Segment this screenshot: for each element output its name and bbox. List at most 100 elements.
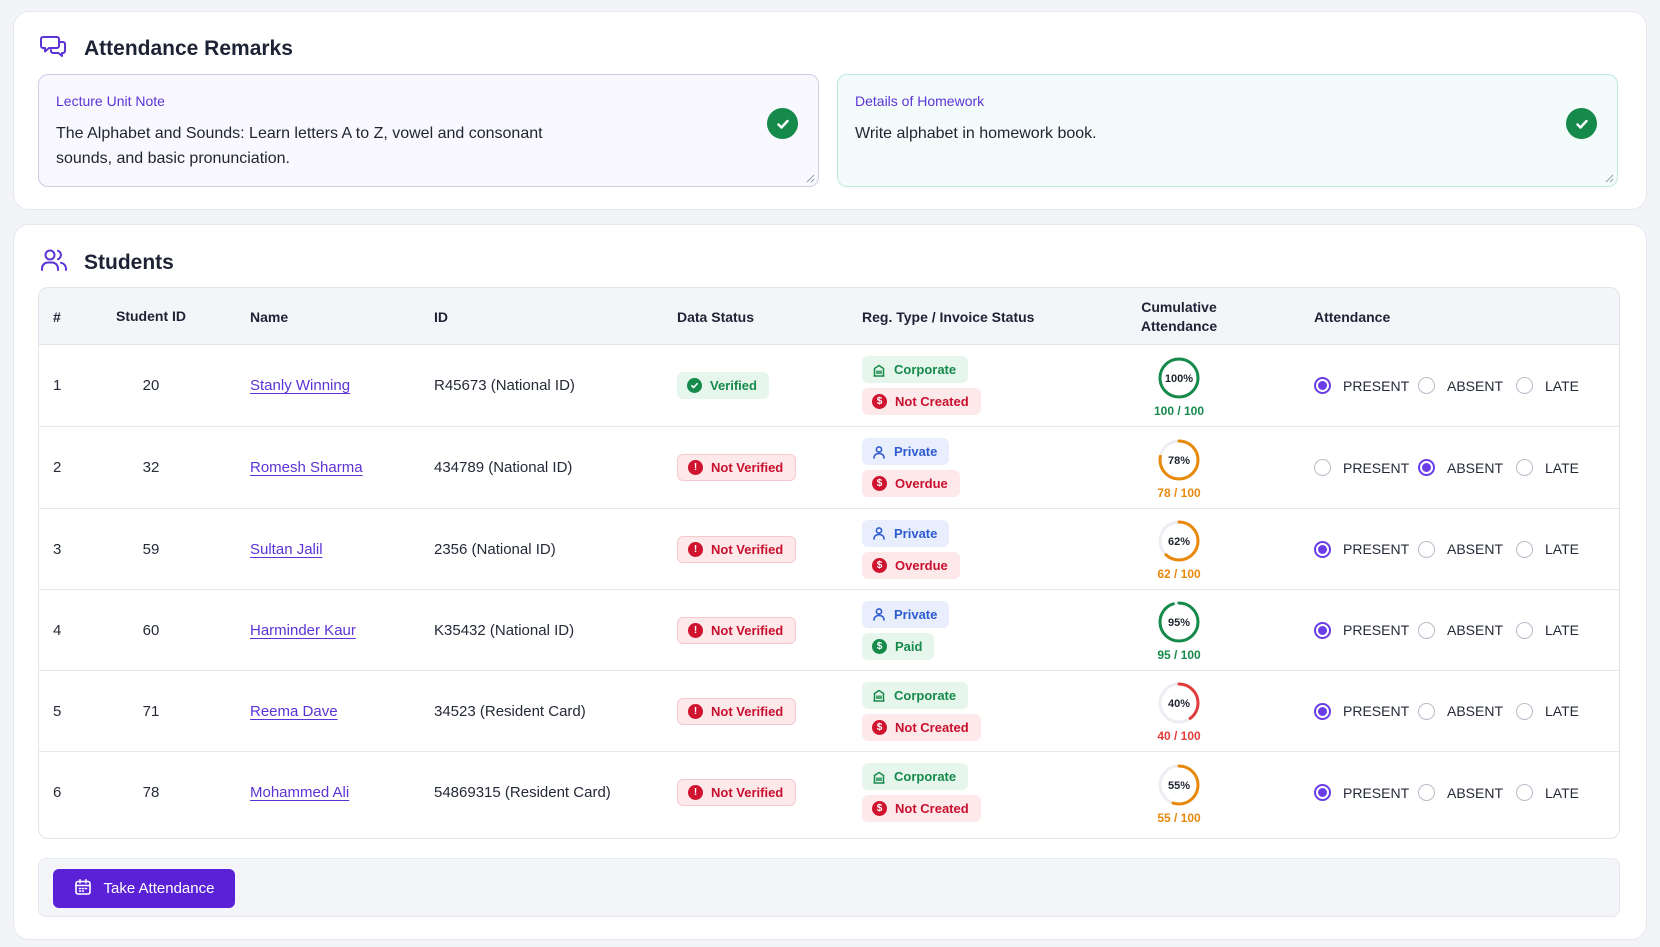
radio-circle-icon[interactable] [1516,621,1533,639]
row-number: 4 [53,621,62,639]
invoice-status-label: Not Created [895,801,969,816]
attendance-radio-present[interactable]: PRESENT [1314,702,1410,720]
attendance-percent: 95% [1168,617,1190,629]
cumulative-attendance-gauge: 95% 95 / 100 [1155,598,1203,662]
radio-circle-icon[interactable] [1418,621,1435,639]
invoice-status-badge: $ Overdue [862,470,960,497]
attendance-option-label: ABSENT [1447,459,1504,476]
chat-bubbles-icon [40,32,68,65]
students-card: Students # Student ID Name ID Data Statu… [13,224,1647,940]
radio-circle-icon[interactable] [1314,377,1331,394]
radio-circle-icon[interactable] [1314,702,1331,720]
resize-grip-icon[interactable] [805,173,815,183]
dollar-circle-icon: $ [872,394,887,409]
homework-details-label: Details of Homework [855,93,985,109]
attendance-radio-absent[interactable]: ABSENT [1418,702,1504,720]
radio-circle-icon[interactable] [1314,459,1331,476]
attendance-fraction: 55 / 100 [1157,810,1201,825]
attendance-option-label: PRESENT [1343,459,1410,476]
student-name-link[interactable]: Harminder Kaur [250,621,356,639]
radio-circle-icon[interactable] [1516,377,1533,394]
reg-type-label: Corporate [894,362,957,377]
radio-circle-icon[interactable] [1418,459,1435,476]
column-header-number: # [53,308,61,325]
invoice-status-badge: $ Not Created [862,388,981,415]
radio-circle-icon[interactable] [1418,377,1435,394]
national-id: 34523 (Resident Card) [434,702,586,720]
building-icon [872,770,886,784]
row-number: 6 [53,784,62,801]
student-name-link[interactable]: Sultan Jalil [250,540,323,558]
attendance-radio-absent[interactable]: ABSENT [1418,377,1503,394]
student-id: 59 [142,540,160,558]
alert-circle-icon: ! [688,622,703,638]
student-name-link[interactable]: Mohammed Ali [250,784,350,801]
students-table: # Student ID Name ID Data Status Reg. Ty… [38,287,1620,839]
lecture-note-text[interactable]: The Alphabet and Sounds: Learn letters A… [56,125,543,167]
students-header: Students [40,246,174,279]
attendance-radio-late[interactable]: LATE [1516,784,1579,801]
attendance-radio-late[interactable]: LATE [1516,702,1579,720]
attendance-percent: 78% [1168,455,1190,467]
cumulative-attendance-gauge: 55% 55 / 100 [1155,761,1203,825]
student-name-link[interactable]: Stanly Winning [250,377,351,394]
attendance-fraction: 95 / 100 [1157,648,1201,662]
table-row: 3 59 Sultan Jalil 2356 (National ID) ! N… [39,509,1619,590]
radio-circle-icon[interactable] [1314,540,1331,558]
alert-circle-icon: ! [688,785,703,800]
attendance-fraction: 40 / 100 [1157,729,1201,743]
lecture-note-field[interactable]: Lecture Unit Note The Alphabet and Sound… [38,74,819,187]
attendance-radio-absent[interactable]: ABSENT [1418,621,1503,639]
student-name-link[interactable]: Reema Dave [250,702,338,720]
attendance-radio-present[interactable]: PRESENT [1314,377,1409,394]
invoice-status-badge: $ Not Created [862,713,981,741]
data-status-badge: ! Not Verified [677,779,797,806]
national-id: 2356 (National ID) [434,540,556,558]
attendance-fraction: 78 / 100 [1157,485,1201,500]
attendance-radio-present[interactable]: PRESENT [1314,621,1409,639]
radio-circle-icon[interactable] [1516,784,1533,801]
radio-circle-icon[interactable] [1516,459,1533,476]
attendance-radio-absent[interactable]: ABSENT [1418,540,1503,558]
radio-circle-icon[interactable] [1516,540,1533,558]
column-header-reg-type: Reg. Type / Invoice Status [862,308,1035,325]
homework-details-field[interactable]: Details of Homework Write alphabet in ho… [837,74,1618,187]
attendance-radio-late[interactable]: LATE [1516,621,1579,639]
radio-circle-icon[interactable] [1314,621,1331,639]
attendance-radio-absent[interactable]: ABSENT [1418,784,1503,801]
student-id: 71 [142,702,160,720]
attendance-radio-absent[interactable]: ABSENT [1418,459,1503,476]
radio-circle-icon[interactable] [1418,540,1435,558]
radio-circle-icon[interactable] [1418,702,1435,720]
column-header-id: ID [434,308,448,325]
radio-circle-icon[interactable] [1418,784,1435,801]
homework-details-text[interactable]: Write alphabet in homework book. [855,125,1097,142]
attendance-option-label: PRESENT [1343,703,1410,719]
users-icon [40,246,68,279]
attendance-option-label: LATE [1545,541,1579,557]
attendance-option-label: ABSENT [1447,703,1504,719]
take-attendance-button[interactable]: Take Attendance [53,869,235,908]
attendance-radio-late[interactable]: LATE [1516,459,1579,476]
resize-grip-icon[interactable] [1604,173,1614,183]
attendance-radio-present[interactable]: PRESENT [1314,459,1409,476]
progress-ring: 95% [1158,601,1200,643]
attendance-option-label: LATE [1545,459,1579,476]
attendance-radio-present[interactable]: PRESENT [1314,540,1409,558]
attendance-option-label: PRESENT [1343,377,1410,394]
cumulative-attendance-gauge: 78% 78 / 100 [1155,436,1203,500]
student-id: 78 [142,784,160,801]
remarks-header: Attendance Remarks [40,32,293,65]
reg-type-badge: Private [862,438,950,465]
attendance-fraction: 100 / 100 [1153,403,1205,418]
attendance-radio-late[interactable]: LATE [1516,377,1579,394]
row-number: 1 [53,377,62,394]
attendance-radio-late[interactable]: LATE [1516,540,1579,558]
radio-circle-icon[interactable] [1314,784,1331,801]
attendance-fraction: 62 / 100 [1157,567,1201,581]
invoice-status-label: Not Created [895,719,969,735]
attendance-radio-present[interactable]: PRESENT [1314,784,1409,801]
radio-circle-icon[interactable] [1516,702,1533,720]
student-name-link[interactable]: Romesh Sharma [250,459,363,476]
person-icon [872,526,886,540]
